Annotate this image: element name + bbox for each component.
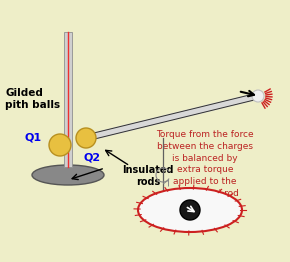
Polygon shape (85, 93, 259, 141)
Text: Torque from the force
between the charges
is balanced by
extra torque
applied to: Torque from the force between the charge… (156, 130, 254, 198)
Bar (64, 32, 72, 167)
Circle shape (180, 200, 200, 220)
Ellipse shape (32, 165, 104, 185)
Ellipse shape (138, 188, 242, 232)
Text: Gilded
pith balls: Gilded pith balls (5, 88, 60, 110)
Text: Q1: Q1 (25, 133, 42, 143)
Circle shape (252, 90, 264, 102)
Circle shape (76, 128, 96, 148)
Text: Q2: Q2 (84, 152, 101, 162)
Circle shape (49, 134, 71, 156)
Text: Insulated
rods: Insulated rods (122, 165, 174, 187)
